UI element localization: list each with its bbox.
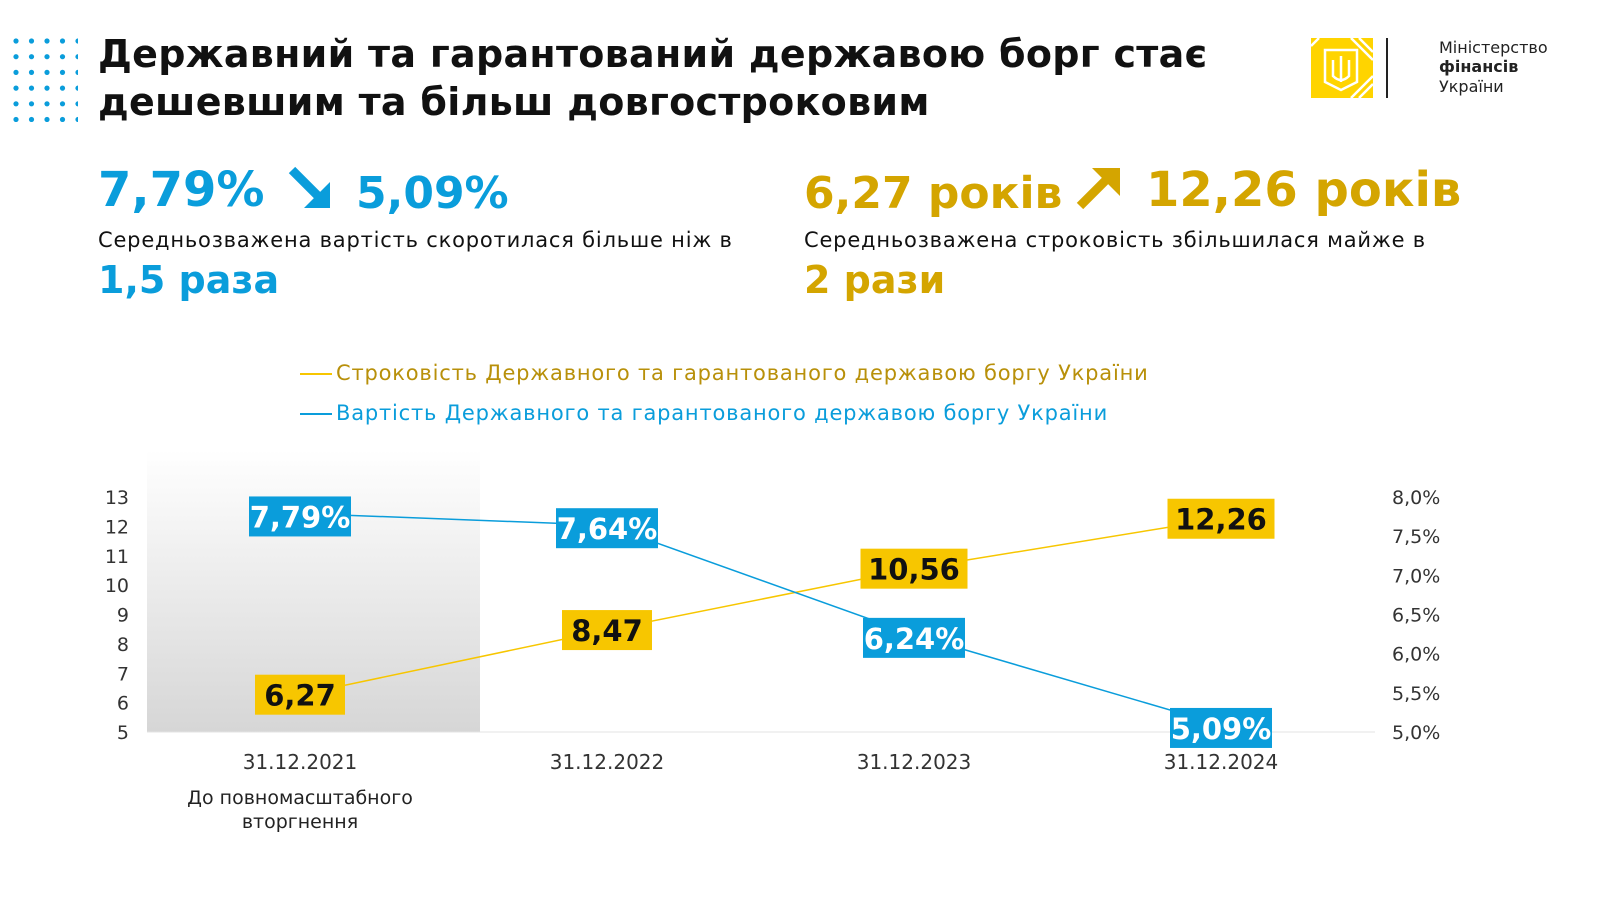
- right-axis-tick: 8,0%: [1392, 487, 1440, 509]
- data-label: 7,64%: [557, 512, 658, 546]
- right-axis-tick: 7,5%: [1392, 526, 1440, 548]
- legend-swatch: [300, 413, 332, 415]
- decorative-dots-icon: [13, 38, 78, 122]
- dot: [44, 85, 50, 91]
- dot: [75, 116, 78, 122]
- dot: [59, 85, 66, 91]
- dot: [59, 69, 66, 75]
- ministry-emblem-icon: [1311, 38, 1373, 98]
- dot: [75, 85, 78, 91]
- term-from: 6,27 років: [804, 168, 1063, 219]
- data-label: 7,79%: [250, 500, 351, 534]
- dot: [28, 69, 35, 75]
- dot: [75, 101, 78, 107]
- dot: [59, 116, 66, 122]
- term-factor: 2 рази: [804, 258, 946, 302]
- dot: [75, 69, 78, 75]
- dot: [13, 69, 19, 75]
- x-axis-tick: 31.12.2023: [857, 750, 972, 774]
- dot: [44, 116, 50, 122]
- left-axis-tick: 7: [117, 663, 129, 685]
- data-label: 6,24%: [864, 622, 965, 656]
- x-axis-tick: 31.12.2021: [243, 750, 358, 774]
- right-axis-tick: 6,5%: [1392, 605, 1440, 627]
- x-axis-tick: 31.12.2024: [1164, 750, 1279, 774]
- dot: [75, 54, 78, 60]
- data-label: 10,56: [868, 553, 960, 587]
- dot: [28, 101, 35, 107]
- left-axis-tick: 8: [117, 634, 129, 656]
- dot: [44, 54, 50, 60]
- dot: [28, 85, 35, 91]
- left-axis-tick: 11: [105, 546, 129, 568]
- cost-to: 5,09%: [356, 168, 509, 219]
- dot: [13, 101, 19, 107]
- logo-text-line3: України: [1439, 77, 1504, 96]
- term-description: Середньозважена строковість збільшилася …: [804, 228, 1426, 252]
- legend-item-cost: Вартість Державного та гарантованого дер…: [300, 401, 1108, 425]
- dot: [59, 54, 66, 60]
- data-label: 12,26: [1175, 503, 1267, 537]
- data-label-box: [249, 496, 351, 537]
- title-line-1: Державний та гарантований державою борг …: [98, 32, 1208, 76]
- term-to: 12,26 років: [1146, 162, 1462, 218]
- invasion-note: До повномасштабного вторгнення: [187, 787, 413, 833]
- left-axis-tick: 13: [105, 487, 129, 509]
- data-label: 5,09%: [1171, 712, 1272, 746]
- dot: [13, 54, 19, 60]
- data-label: 6,27: [264, 679, 336, 713]
- data-label-box: [255, 674, 345, 715]
- dot: [44, 69, 50, 75]
- dot: [44, 38, 50, 44]
- dot: [13, 85, 19, 91]
- left-axis-tick: 5: [117, 722, 129, 744]
- legend-label: Вартість Державного та гарантованого дер…: [336, 401, 1109, 425]
- data-label-box: [1167, 498, 1275, 539]
- dot: [44, 101, 50, 107]
- data-label-box: [860, 548, 968, 589]
- right-axis-tick: 5,5%: [1392, 683, 1440, 705]
- cost-factor: 1,5 раза: [98, 258, 280, 302]
- left-axis-tick: 9: [117, 605, 129, 627]
- data-label-box: [1170, 707, 1272, 748]
- x-axis-tick: 31.12.2022: [550, 750, 665, 774]
- arrow-up-right-icon: [1076, 168, 1120, 210]
- right-axis-tick: 5,0%: [1392, 722, 1440, 744]
- right-axis-tick: 6,0%: [1392, 644, 1440, 666]
- cost-description: Середньозважена вартість скоротилася біл…: [98, 228, 733, 252]
- series-line: [299, 517, 1222, 696]
- logo-text-line2: фінансів: [1439, 57, 1519, 76]
- cost-from: 7,79%: [98, 162, 265, 218]
- legend-swatch: [300, 373, 332, 375]
- dot: [59, 38, 66, 44]
- data-label: 8,47: [571, 614, 643, 648]
- logo-text-line1: Міністерство: [1439, 38, 1548, 57]
- dot: [13, 116, 19, 122]
- logo-divider: [1386, 38, 1388, 98]
- dot: [13, 38, 19, 44]
- page-title: Державний та гарантований державою борг …: [98, 30, 1298, 126]
- arrow-down-right-icon: [288, 166, 330, 208]
- dot: [28, 38, 35, 44]
- data-label-box: [562, 610, 652, 651]
- dot: [59, 101, 66, 107]
- legend-item-term: Строковість Державного та гарантованого …: [300, 361, 1149, 385]
- dot: [28, 116, 35, 122]
- legend-label: Строковість Державного та гарантованого …: [336, 361, 1149, 385]
- title-line-2: дешевшим та більш довгостроковим: [98, 80, 930, 124]
- right-axis-tick: 7,0%: [1392, 565, 1440, 587]
- series-line: [299, 512, 1222, 726]
- data-label-box: [863, 617, 965, 658]
- left-axis-tick: 12: [105, 516, 129, 538]
- data-label-box: [556, 508, 658, 549]
- dot: [75, 38, 78, 44]
- left-axis-tick: 6: [117, 693, 129, 715]
- dot: [28, 54, 35, 60]
- left-axis-tick: 10: [105, 575, 129, 597]
